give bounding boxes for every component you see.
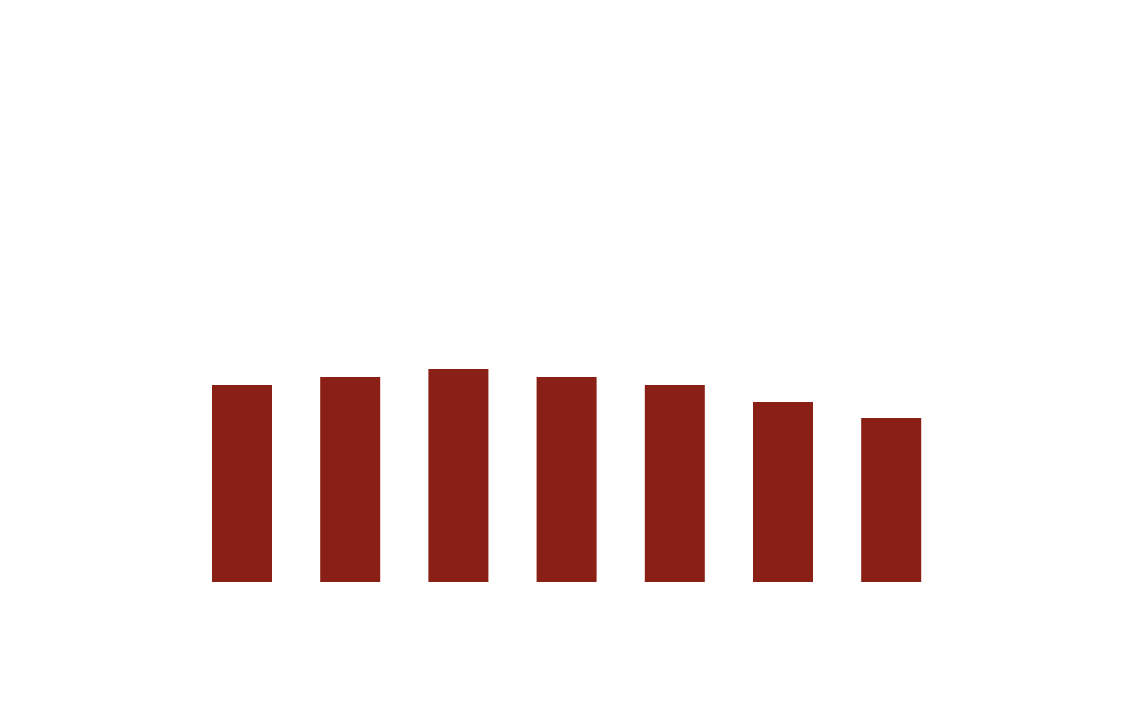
bar-3 (428, 369, 489, 582)
bar-2 (320, 377, 381, 582)
bar-4 (536, 377, 597, 582)
bar-5 (644, 385, 705, 582)
bars-group (212, 369, 922, 582)
bar-6 (753, 402, 813, 582)
bar-1 (212, 385, 272, 582)
bar-7 (861, 418, 922, 582)
